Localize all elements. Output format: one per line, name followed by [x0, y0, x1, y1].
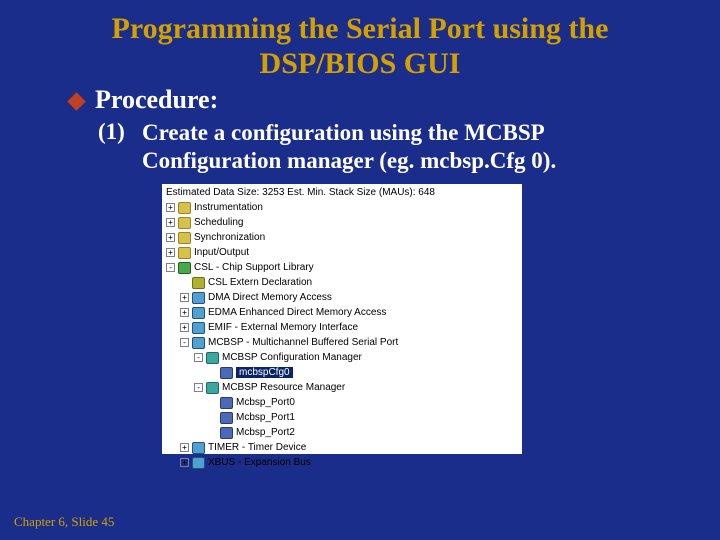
tree-node-label[interactable]: Instrumentation: [194, 202, 263, 213]
expand-icon[interactable]: +: [166, 218, 175, 227]
tree-node-icon: [192, 337, 205, 349]
bullet-row: Procedure:: [70, 85, 670, 115]
tree-node-label[interactable]: MCBSP - Multichannel Buffered Serial Por…: [208, 337, 398, 348]
tree-node-label[interactable]: TIMER - Timer Device: [208, 442, 306, 453]
tree-item[interactable]: + XBUS - Expansion Bus: [166, 455, 518, 470]
tree-node-label[interactable]: MCBSP Resource Manager: [222, 382, 345, 393]
tree-item[interactable]: + Scheduling: [166, 215, 518, 230]
collapse-icon[interactable]: -: [194, 383, 203, 392]
expand-icon[interactable]: +: [166, 203, 175, 212]
tree-item[interactable]: + Synchronization: [166, 230, 518, 245]
tree-item[interactable]: - MCBSP Configuration Manager: [166, 350, 518, 365]
collapse-icon[interactable]: -: [180, 338, 189, 347]
expander-spacer: [180, 278, 189, 287]
step-number: (1): [98, 119, 132, 145]
tree-item[interactable]: - MCBSP Resource Manager: [166, 380, 518, 395]
tree-node-label[interactable]: Input/Output: [194, 247, 249, 258]
tree-node-icon: [192, 322, 205, 334]
tree-node-icon: [178, 232, 191, 244]
tree-node-icon: [178, 262, 191, 274]
tree-node-label[interactable]: EDMA Enhanced Direct Memory Access: [208, 307, 386, 318]
step-text: Create a configuration using the MCBSP C…: [142, 119, 670, 174]
expander-spacer: [208, 368, 217, 377]
procedure-heading: Procedure:: [95, 85, 218, 115]
collapse-icon[interactable]: -: [166, 263, 175, 272]
collapse-icon[interactable]: -: [194, 353, 203, 362]
tree-node-label[interactable]: Mcbsp_Port2: [236, 427, 295, 438]
tree-node-icon: [178, 247, 191, 259]
tree-item[interactable]: + Instrumentation: [166, 200, 518, 215]
tree-node-icon: [206, 382, 219, 394]
tree-item[interactable]: - CSL - Chip Support Library: [166, 260, 518, 275]
tree-item[interactable]: Mcbsp_Port1: [166, 410, 518, 425]
tree-node-label[interactable]: MCBSP Configuration Manager: [222, 352, 362, 363]
tree-item[interactable]: + Input/Output: [166, 245, 518, 260]
slide-title: Programming the Serial Port using the DS…: [0, 0, 720, 85]
expand-icon[interactable]: +: [180, 323, 189, 332]
tree-node-icon: [220, 427, 233, 439]
tree-node-icon: [178, 202, 191, 214]
tree-node-label[interactable]: Mcbsp_Port1: [236, 412, 295, 423]
tree-node-icon: [220, 367, 233, 379]
tree-node-icon: [192, 442, 205, 454]
tree-node-icon: [178, 217, 191, 229]
tree-node-label[interactable]: CSL - Chip Support Library: [194, 262, 314, 273]
config-tree-panel: Estimated Data Size: 3253 Est. Min. Stac…: [162, 184, 522, 454]
tree-node-label[interactable]: XBUS - Expansion Bus: [208, 457, 311, 468]
tree-item[interactable]: mcbspCfg0: [166, 365, 518, 380]
expander-spacer: [208, 398, 217, 407]
tree-item[interactable]: + EMIF - External Memory Interface: [166, 320, 518, 335]
tree-item[interactable]: CSL Extern Declaration: [166, 275, 518, 290]
tree-node-icon: [220, 412, 233, 424]
step-row: (1) Create a configuration using the MCB…: [98, 119, 670, 174]
tree-node-icon: [206, 352, 219, 364]
tree-item[interactable]: Mcbsp_Port0: [166, 395, 518, 410]
tree-item[interactable]: Mcbsp_Port2: [166, 425, 518, 440]
expand-icon[interactable]: +: [180, 308, 189, 317]
tree-node-icon: [192, 292, 205, 304]
tree-node-label[interactable]: mcbspCfg0: [236, 367, 293, 378]
tree-item[interactable]: + EDMA Enhanced Direct Memory Access: [166, 305, 518, 320]
tree-item[interactable]: - MCBSP - Multichannel Buffered Serial Po…: [166, 335, 518, 350]
tree-item[interactable]: + DMA Direct Memory Access: [166, 290, 518, 305]
tree-node-label[interactable]: Synchronization: [194, 232, 265, 243]
tree-container: + Instrumentation + Scheduling + Synchronizat…: [166, 200, 518, 470]
tree-node-label[interactable]: DMA Direct Memory Access: [208, 292, 332, 303]
expand-icon[interactable]: +: [180, 458, 189, 467]
tree-node-label[interactable]: Scheduling: [194, 217, 243, 228]
expander-spacer: [208, 428, 217, 437]
content-area: Procedure: (1) Create a configuration us…: [0, 85, 720, 454]
expander-spacer: [208, 413, 217, 422]
tree-node-icon: [192, 457, 205, 469]
diamond-bullet-icon: [67, 92, 85, 110]
tree-node-icon: [220, 397, 233, 409]
expand-icon[interactable]: +: [166, 248, 175, 257]
expand-icon[interactable]: +: [166, 233, 175, 242]
expand-icon[interactable]: +: [180, 443, 189, 452]
tree-node-label[interactable]: Mcbsp_Port0: [236, 397, 295, 408]
tree-item[interactable]: + TIMER - Timer Device: [166, 440, 518, 455]
tree-node-icon: [192, 277, 205, 289]
expand-icon[interactable]: +: [180, 293, 189, 302]
tree-node-label[interactable]: EMIF - External Memory Interface: [208, 322, 358, 333]
slide-footer: Chapter 6, Slide 45: [14, 514, 114, 530]
tree-node-label[interactable]: CSL Extern Declaration: [208, 277, 312, 288]
tree-header: Estimated Data Size: 3253 Est. Min. Stac…: [166, 187, 518, 198]
tree-node-icon: [192, 307, 205, 319]
